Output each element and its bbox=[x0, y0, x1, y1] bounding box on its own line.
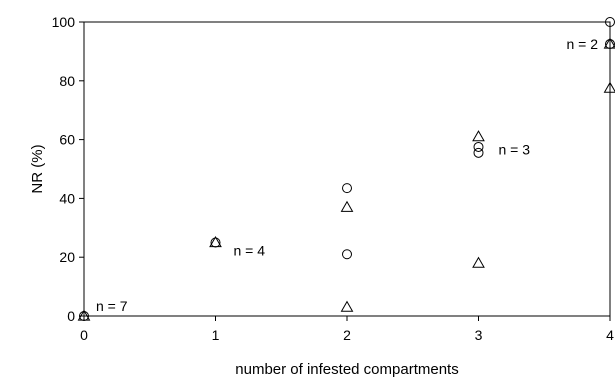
sample-size-label: n = 7 bbox=[96, 298, 128, 314]
triangle-point bbox=[77, 309, 91, 321]
triangle-point bbox=[209, 235, 222, 248]
x-axis-title: number of infested compartments bbox=[235, 361, 458, 378]
x-tick-label: 0 bbox=[80, 327, 88, 343]
sample-size-label: n = 4 bbox=[234, 243, 266, 259]
x-tick-label: 2 bbox=[343, 327, 351, 343]
chart-axes bbox=[83, 21, 611, 317]
plot-frame bbox=[83, 21, 611, 317]
y-tick-label: 60 bbox=[59, 132, 75, 148]
y-tick-label: 0 bbox=[67, 308, 75, 324]
circle-point bbox=[473, 141, 484, 152]
triangle-point bbox=[340, 200, 354, 212]
y-tick-label: 80 bbox=[59, 73, 75, 89]
chart-annotations: n = 7 n = 4 n = 3 n = 2 bbox=[96, 36, 598, 314]
triangle-point bbox=[340, 300, 354, 312]
triangle-point bbox=[472, 130, 485, 142]
triangle-point bbox=[603, 81, 615, 93]
circle-point bbox=[342, 249, 352, 260]
y-tick-label: 100 bbox=[52, 14, 76, 30]
sample-size-label: n = 2 bbox=[566, 36, 598, 52]
chart-marks bbox=[77, 17, 615, 321]
y-axis-title: NR (%) bbox=[29, 144, 46, 193]
y-tick-label: 20 bbox=[59, 249, 75, 265]
x-tick-label: 3 bbox=[475, 327, 483, 343]
triangle-point bbox=[603, 37, 615, 49]
triangle-point bbox=[472, 256, 485, 268]
x-tick-label: 1 bbox=[212, 327, 220, 343]
y-tick-label: 40 bbox=[59, 190, 75, 206]
circle-point bbox=[342, 183, 352, 194]
sample-size-label: n = 3 bbox=[499, 142, 531, 158]
circle-point bbox=[473, 147, 484, 158]
x-tick-label: 4 bbox=[606, 327, 614, 343]
